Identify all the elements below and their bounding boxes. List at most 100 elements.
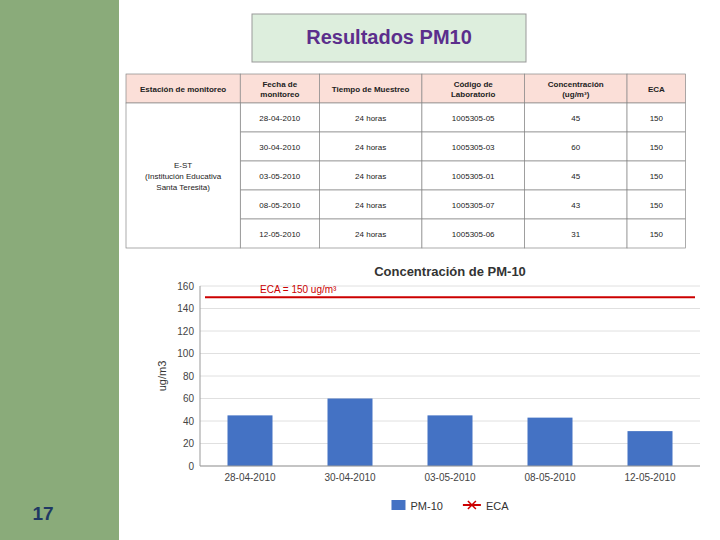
table-cell bbox=[422, 132, 525, 161]
grid-line bbox=[200, 308, 700, 309]
table-cell bbox=[319, 132, 422, 161]
grid-line bbox=[200, 376, 700, 377]
table-header-cell bbox=[524, 74, 627, 103]
table-cell-text: 24 horas bbox=[355, 171, 386, 180]
table-cell-text: 12-05-2010 bbox=[259, 229, 300, 238]
table-cell-text: 60 bbox=[571, 142, 580, 151]
table-cell bbox=[240, 132, 319, 161]
table-cell bbox=[422, 161, 525, 190]
slide-title: Resultados PM10 bbox=[306, 26, 472, 48]
y-tick-label: 160 bbox=[177, 281, 194, 292]
y-tick-label: 80 bbox=[183, 371, 195, 382]
bar bbox=[228, 415, 273, 466]
table-header-cell bbox=[422, 74, 525, 103]
table-cell bbox=[627, 132, 686, 161]
y-axis-label: ug/m3 bbox=[156, 361, 168, 392]
table-header-cell bbox=[240, 74, 319, 103]
table-cell-text: 24 horas bbox=[355, 113, 386, 122]
text-line: 150 bbox=[650, 171, 664, 180]
page-body: {"title": "Resultados PM10", "page_numbe… bbox=[0, 0, 720, 540]
text-line: ECA bbox=[648, 84, 665, 93]
table-cell bbox=[319, 219, 422, 248]
table-cell bbox=[524, 161, 627, 190]
x-tick-label: 03-05-2010 bbox=[424, 472, 476, 483]
chart-title: Concentración de PM-10 bbox=[374, 264, 526, 279]
table-cell-text: 28-04-2010 bbox=[259, 113, 300, 122]
text-line: 150 bbox=[650, 229, 664, 238]
text-line: 12-05-2010 bbox=[259, 229, 300, 238]
table-cell bbox=[240, 219, 319, 248]
table-cell-text: 03-05-2010 bbox=[259, 171, 300, 180]
text-line: 24 horas bbox=[355, 142, 386, 151]
table-cell-text: 45 bbox=[571, 171, 580, 180]
bar bbox=[628, 431, 673, 466]
text-line: 43 bbox=[571, 200, 580, 209]
plot-marks bbox=[205, 297, 695, 466]
legend-text: PM-10 bbox=[410, 500, 442, 512]
content-panel bbox=[119, 0, 720, 540]
legend-text: ECA bbox=[486, 500, 509, 512]
legend-item: PM-10 bbox=[391, 500, 442, 512]
table-cell-text: 150 bbox=[650, 142, 664, 151]
chart: Concentración de PM-10020406080100120140… bbox=[156, 264, 700, 512]
table-cell bbox=[422, 103, 525, 132]
table-cell bbox=[422, 219, 525, 248]
x-axis-line bbox=[200, 466, 700, 467]
table-cell-text: 150 bbox=[650, 200, 664, 209]
table-header-text: Código deLaboratorio bbox=[451, 79, 496, 98]
table-cell bbox=[524, 190, 627, 219]
table-cell-text: 150 bbox=[650, 171, 664, 180]
title-box bbox=[252, 14, 526, 62]
table-cell bbox=[422, 190, 525, 219]
legend-marker bbox=[468, 501, 476, 509]
slide: Resultados PM10Estación de monitoreoFech… bbox=[0, 0, 720, 540]
text-line: Tiempo de Muestreo bbox=[332, 84, 410, 93]
text-line: 03-05-2010 bbox=[259, 171, 300, 180]
y-tick-label: 0 bbox=[188, 461, 194, 472]
table-cell-text: 150 bbox=[650, 113, 664, 122]
bar bbox=[428, 415, 473, 466]
grid-line bbox=[200, 331, 700, 332]
y-tick-label: 140 bbox=[177, 303, 194, 314]
text-line: (ug/m³) bbox=[562, 89, 589, 98]
y-axis-line bbox=[200, 286, 201, 466]
bar bbox=[328, 399, 373, 467]
text-line: 30-04-2010 bbox=[259, 142, 300, 151]
table-header-cell bbox=[319, 74, 422, 103]
x-tick-label: 08-05-2010 bbox=[524, 472, 576, 483]
text-line: 24 horas bbox=[355, 200, 386, 209]
text-line: 150 bbox=[650, 142, 664, 151]
text-line: 150 bbox=[650, 113, 664, 122]
text-line: 150 bbox=[650, 200, 664, 209]
table-cell bbox=[627, 103, 686, 132]
text-line: 45 bbox=[571, 113, 580, 122]
page-number: 17 bbox=[32, 503, 53, 524]
table-header-cell bbox=[627, 74, 686, 103]
text-line: 1005305-01 bbox=[452, 171, 495, 180]
table-cell-text: 1005305-03 bbox=[452, 142, 495, 151]
y-tick-label: 120 bbox=[177, 326, 194, 337]
table-header-cell bbox=[126, 74, 240, 103]
text-line: 31 bbox=[571, 229, 580, 238]
text-line: Laboratorio bbox=[451, 89, 496, 98]
table-cell bbox=[524, 132, 627, 161]
table-cell bbox=[627, 190, 686, 219]
table-cell-text: 24 horas bbox=[355, 142, 386, 151]
x-tick-label: 12-05-2010 bbox=[624, 472, 676, 483]
x-tick-label: 28-04-2010 bbox=[224, 472, 276, 483]
table-cell-text: 24 horas bbox=[355, 229, 386, 238]
text-line: 1005305-06 bbox=[452, 229, 495, 238]
table-cell bbox=[240, 190, 319, 219]
text-line: 24 horas bbox=[355, 171, 386, 180]
table-station-text: E-ST(Institución EducativaSanta Teresita… bbox=[145, 160, 222, 191]
table-cell bbox=[319, 103, 422, 132]
reference-label: ECA = 150 ug/m³ bbox=[260, 284, 337, 295]
table-cell-text: 1005305-07 bbox=[452, 200, 495, 209]
grid-line bbox=[200, 466, 700, 467]
text-line: 60 bbox=[571, 142, 580, 151]
text-line: 1005305-03 bbox=[452, 142, 495, 151]
text-line: 1005305-07 bbox=[452, 200, 495, 209]
y-tick-label: 100 bbox=[177, 348, 194, 359]
legend-swatch bbox=[391, 500, 405, 510]
table-cell-text: 1005305-05 bbox=[452, 113, 495, 122]
